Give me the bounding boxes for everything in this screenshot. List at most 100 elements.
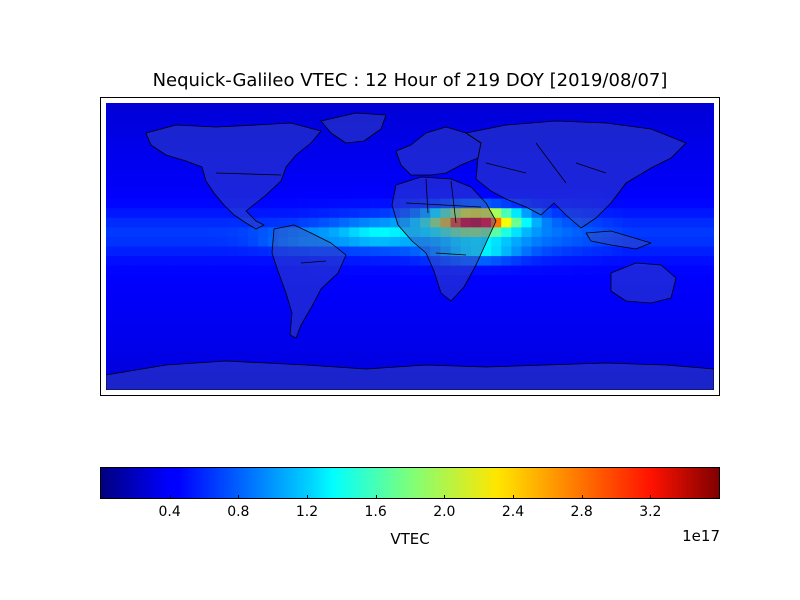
heatmap-cell <box>551 265 563 276</box>
heatmap-cell <box>612 332 624 343</box>
heatmap-cell <box>197 160 208 171</box>
heatmap-cell <box>146 198 158 209</box>
heatmap-cell <box>551 236 563 248</box>
heatmap-cell <box>541 131 553 142</box>
heatmap-cell <box>653 370 664 382</box>
heatmap-cell <box>187 160 198 171</box>
heatmap-cell <box>683 198 695 209</box>
heatmap-cell <box>541 227 553 238</box>
heatmap-cell <box>237 169 249 181</box>
heatmap-cell <box>106 103 117 114</box>
heatmap-cell <box>531 313 543 324</box>
heatmap-cell <box>268 160 279 171</box>
heatmap-cell <box>470 284 482 295</box>
heatmap-cell <box>582 217 593 228</box>
heatmap-cell <box>480 189 492 200</box>
heatmap-cell <box>410 332 421 343</box>
heatmap-cell <box>653 275 664 286</box>
heatmap-cell <box>278 189 289 200</box>
heatmap-cell <box>389 189 401 200</box>
heatmap-cell <box>359 169 371 181</box>
heatmap-cell <box>410 112 421 123</box>
heatmap-cell <box>349 179 360 190</box>
heatmap-cell <box>673 313 685 324</box>
heatmap-cell <box>278 332 289 343</box>
heatmap-cell <box>328 103 340 114</box>
heatmap-cell <box>389 217 401 228</box>
heatmap-cell <box>176 370 188 382</box>
heatmap-cell <box>632 303 644 315</box>
heatmap-cell <box>197 150 208 161</box>
heatmap-cell <box>643 284 654 295</box>
heatmap-cell <box>176 294 188 305</box>
heatmap-cell <box>298 160 310 171</box>
heatmap-cell <box>237 179 249 190</box>
heatmap-cell <box>521 265 533 276</box>
heatmap-cell <box>683 122 695 133</box>
heatmap-cell <box>673 370 685 382</box>
heatmap-cell <box>703 275 714 286</box>
heatmap-cell <box>521 380 533 390</box>
heatmap-cell <box>622 179 634 190</box>
heatmap-cell <box>440 284 452 295</box>
heatmap-cell <box>389 323 401 334</box>
heatmap-cell <box>541 198 553 209</box>
heatmap-cell <box>116 236 127 248</box>
heatmap-cell <box>237 246 249 257</box>
heatmap-cell <box>389 361 401 372</box>
heatmap-cell <box>359 217 371 228</box>
heatmap-cell <box>521 103 533 114</box>
heatmap-cell <box>693 112 705 123</box>
heatmap-cell <box>480 246 492 257</box>
heatmap-cell <box>197 313 208 324</box>
heatmap-cell <box>379 122 391 133</box>
heatmap-cell <box>308 150 320 161</box>
heatmap-cell <box>663 131 675 142</box>
heatmap-cell <box>420 332 431 343</box>
heatmap-cell <box>521 284 533 295</box>
heatmap-cell <box>562 103 573 114</box>
heatmap-cell <box>207 131 219 142</box>
heatmap-cell <box>410 351 421 362</box>
heatmap-cell <box>663 313 675 324</box>
heatmap-cell <box>217 150 229 161</box>
heatmap-cell <box>116 380 127 390</box>
heatmap-cell <box>379 103 391 114</box>
heatmap-cell <box>511 284 523 295</box>
indonesia-outline <box>585 230 652 250</box>
heatmap-cell <box>227 246 239 257</box>
heatmap-cell <box>207 169 219 181</box>
map-frame <box>100 97 720 396</box>
heatmap-cell <box>632 217 644 228</box>
heatmap-cell <box>349 236 360 248</box>
heatmap-cell <box>278 122 289 133</box>
heatmap-cell <box>693 323 705 334</box>
heatmap-cell <box>491 179 502 190</box>
heatmap-cell <box>308 370 320 382</box>
heatmap-cell <box>622 122 634 133</box>
heatmap-cell <box>683 351 695 362</box>
heatmap-cell <box>511 179 523 190</box>
heatmap-cell <box>339 141 350 152</box>
heatmap-cell <box>531 332 543 343</box>
heatmap-cell <box>622 208 634 219</box>
heatmap-cell <box>501 208 512 219</box>
heatmap-cell <box>673 256 685 267</box>
heatmap-cell <box>420 236 431 248</box>
heatmap-cell <box>470 122 482 133</box>
heatmap-cell <box>217 169 229 181</box>
heatmap-cell <box>693 141 705 152</box>
heatmap-cell <box>247 361 259 372</box>
heatmap-cell <box>217 380 229 390</box>
heatmap-cell <box>369 313 381 324</box>
colorbar-tick-label: 2.8 <box>570 504 593 520</box>
heatmap-cell <box>693 131 705 142</box>
heatmap-cell <box>207 160 219 171</box>
heatmap-cell <box>146 236 158 248</box>
heatmap-cell <box>622 351 634 362</box>
heatmap-cell <box>632 112 644 123</box>
heatmap-cell <box>318 169 330 181</box>
heatmap-cell <box>116 323 127 334</box>
colorbar-tick-label: 2.0 <box>433 504 456 520</box>
heatmap-cell <box>146 131 158 142</box>
